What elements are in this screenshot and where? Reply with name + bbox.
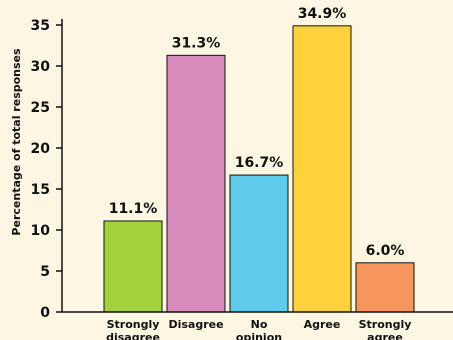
data-label: 16.7% [235, 155, 284, 171]
y-tick-label: 10 [31, 223, 51, 239]
category-label: Disagree [168, 318, 223, 331]
y-tick-label: 5 [40, 264, 50, 280]
data-labels: 11.1% 31.3% 16.7% 34.9% 6.0% [109, 6, 405, 259]
bar [103, 220, 163, 313]
category-label: opinion [236, 331, 282, 340]
y-tick-label: 0 [40, 305, 50, 321]
y-axis-ticks: 0 5 10 15 20 25 30 35 [31, 18, 62, 321]
data-label: 31.3% [172, 35, 221, 51]
y-tick-label: 35 [31, 18, 50, 34]
category-label: disagree [106, 331, 160, 340]
y-tick-label: 15 [31, 182, 50, 198]
y-axis-title: Percentage of total responses [10, 48, 23, 236]
bar [292, 25, 352, 313]
data-label: 6.0% [366, 243, 405, 259]
data-label: 34.9% [298, 6, 347, 22]
data-label: 11.1% [109, 201, 158, 217]
bars [103, 25, 415, 313]
y-tick-label: 30 [31, 59, 51, 75]
category-label: agree [367, 331, 403, 340]
y-tick-label: 20 [31, 141, 51, 157]
category-label: Agree [304, 318, 341, 331]
bar [229, 174, 289, 313]
bar [355, 262, 415, 313]
bar [166, 54, 226, 313]
category-label: No [251, 318, 268, 331]
category-label: Strongly [107, 318, 160, 331]
category-label: Strongly [359, 318, 412, 331]
y-tick-label: 25 [31, 100, 50, 116]
